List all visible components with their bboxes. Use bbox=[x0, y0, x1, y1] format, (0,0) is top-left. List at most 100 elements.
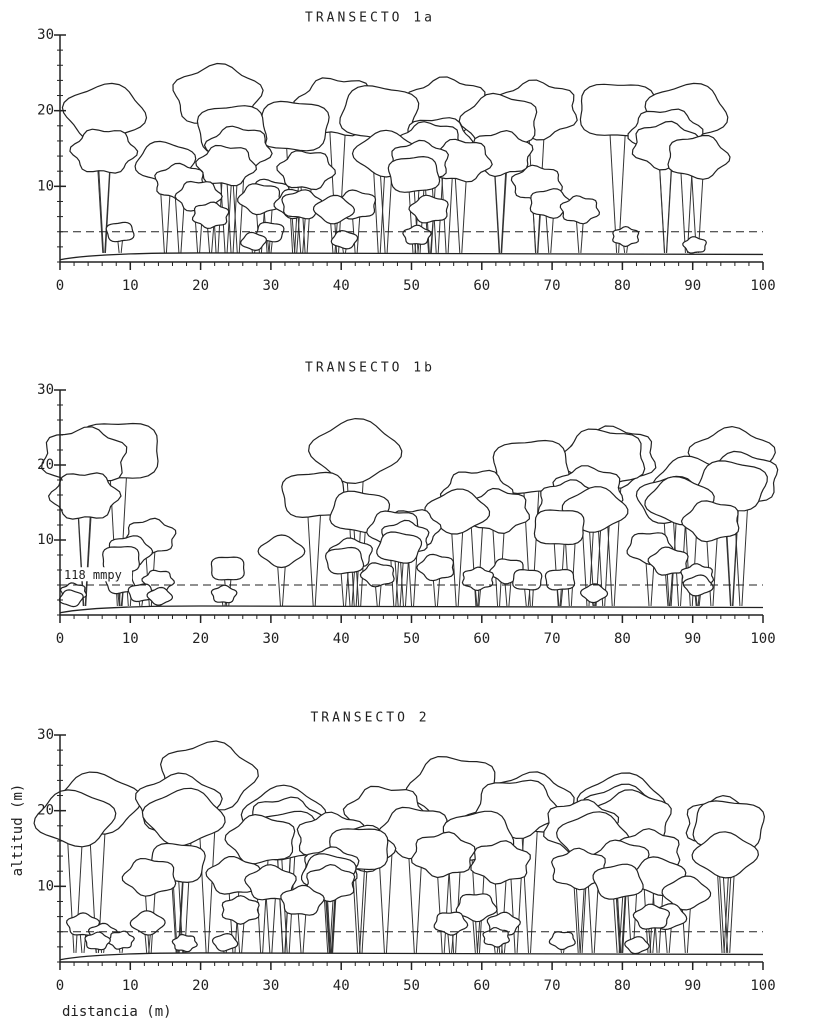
x-tick-label: 30 bbox=[262, 631, 279, 647]
crown bbox=[455, 893, 498, 923]
crown bbox=[121, 857, 177, 897]
crown bbox=[592, 863, 644, 900]
crown bbox=[416, 553, 455, 582]
x-axis-label: distancia (m) bbox=[62, 1004, 172, 1020]
crown bbox=[661, 875, 712, 911]
crown bbox=[257, 534, 306, 569]
trunk bbox=[184, 822, 193, 953]
x-tick-label: 40 bbox=[333, 631, 350, 647]
x-tick-label: 30 bbox=[262, 978, 279, 994]
crown bbox=[312, 194, 356, 225]
annotation-bg bbox=[62, 567, 132, 582]
x-tick-label: 60 bbox=[473, 631, 490, 647]
panel: TRANSECTO 1a 10 20 30 0 10 20 30 40 50 60 70 80 90 100 bbox=[37, 11, 776, 295]
crown bbox=[257, 100, 330, 152]
crown bbox=[307, 417, 403, 485]
x-tick-label: 30 bbox=[262, 278, 279, 294]
crown bbox=[548, 931, 576, 951]
y-tick-label: 10 bbox=[37, 178, 54, 194]
trunk bbox=[501, 157, 508, 253]
crown bbox=[632, 903, 671, 930]
crown bbox=[405, 755, 500, 823]
trees bbox=[33, 740, 766, 955]
crown bbox=[387, 155, 441, 193]
crown bbox=[680, 500, 740, 543]
trunk bbox=[85, 500, 93, 607]
x-tick-label: 100 bbox=[750, 978, 775, 994]
crown bbox=[211, 932, 239, 952]
crown bbox=[33, 789, 117, 848]
crown bbox=[482, 927, 511, 948]
x-tick-label: 60 bbox=[473, 278, 490, 294]
crown bbox=[224, 813, 296, 865]
crown bbox=[171, 933, 198, 953]
crown bbox=[195, 144, 258, 187]
x-tick-label: 10 bbox=[122, 631, 139, 647]
crown bbox=[324, 546, 365, 575]
crown bbox=[579, 583, 609, 604]
ground bbox=[59, 605, 764, 614]
trees bbox=[41, 417, 779, 608]
x-tick-label: 20 bbox=[192, 278, 209, 294]
crown bbox=[276, 150, 336, 191]
x-tick-label: 20 bbox=[192, 978, 209, 994]
crown bbox=[533, 509, 585, 546]
crown bbox=[470, 840, 531, 885]
crown bbox=[84, 931, 111, 951]
y-tick-label: 10 bbox=[37, 532, 54, 548]
y-tick-label: 10 bbox=[37, 878, 54, 894]
x-tick-label: 10 bbox=[122, 978, 139, 994]
crown bbox=[280, 884, 325, 916]
x-tick-label: 10 bbox=[122, 278, 139, 294]
x-tick-label: 50 bbox=[403, 278, 420, 294]
panel-title: TRANSECTO 2 bbox=[310, 711, 429, 726]
trees bbox=[61, 62, 731, 254]
crown bbox=[512, 568, 543, 591]
panel-title: TRANSECTO 1a bbox=[305, 11, 435, 26]
ground bbox=[59, 252, 764, 261]
crown bbox=[281, 189, 324, 220]
crown bbox=[408, 194, 449, 224]
trunk bbox=[96, 155, 104, 253]
crown bbox=[529, 188, 573, 219]
crown bbox=[221, 895, 260, 925]
crown bbox=[69, 128, 139, 174]
crown bbox=[682, 236, 707, 254]
y-axis-label: altitud (m) bbox=[10, 784, 26, 877]
x-tick-label: 20 bbox=[192, 631, 209, 647]
crown bbox=[146, 586, 174, 606]
x-tick-label: 40 bbox=[333, 978, 350, 994]
crown bbox=[544, 568, 576, 591]
x-tick-label: 90 bbox=[684, 631, 701, 647]
crown bbox=[330, 229, 359, 250]
trunk bbox=[314, 499, 322, 607]
x-tick-label: 90 bbox=[684, 278, 701, 294]
annotation: 118 mmpy bbox=[64, 568, 122, 582]
crown bbox=[237, 183, 283, 216]
y-tick-label: 20 bbox=[37, 457, 54, 473]
trunk bbox=[359, 853, 366, 953]
x-tick-label: 0 bbox=[56, 978, 64, 994]
y-tick-label: 20 bbox=[37, 803, 54, 819]
panel: TRANSECTO 2 10 20 30 0 10 20 30 40 50 60 70 80 90 100 bbox=[33, 711, 776, 994]
crown bbox=[376, 531, 423, 564]
crown bbox=[47, 472, 122, 520]
x-tick-label: 0 bbox=[56, 631, 64, 647]
x-tick-label: 70 bbox=[544, 631, 561, 647]
x-tick-label: 100 bbox=[750, 278, 775, 294]
x-tick-label: 50 bbox=[403, 631, 420, 647]
crown bbox=[141, 787, 226, 847]
crown bbox=[410, 831, 476, 879]
crown bbox=[433, 911, 469, 936]
crown bbox=[691, 831, 760, 879]
crown bbox=[210, 584, 238, 604]
panel: TRANSECTO 1b 10 20 30 0 10 20 30 40 50 60 70 80 90 100… bbox=[37, 361, 779, 647]
x-tick-label: 80 bbox=[614, 631, 631, 647]
trunk bbox=[328, 112, 338, 253]
x-tick-label: 90 bbox=[684, 978, 701, 994]
x-tick-label: 70 bbox=[544, 978, 561, 994]
y-tick-label: 20 bbox=[37, 103, 54, 119]
crown bbox=[191, 201, 230, 230]
x-tick-label: 0 bbox=[56, 278, 64, 294]
